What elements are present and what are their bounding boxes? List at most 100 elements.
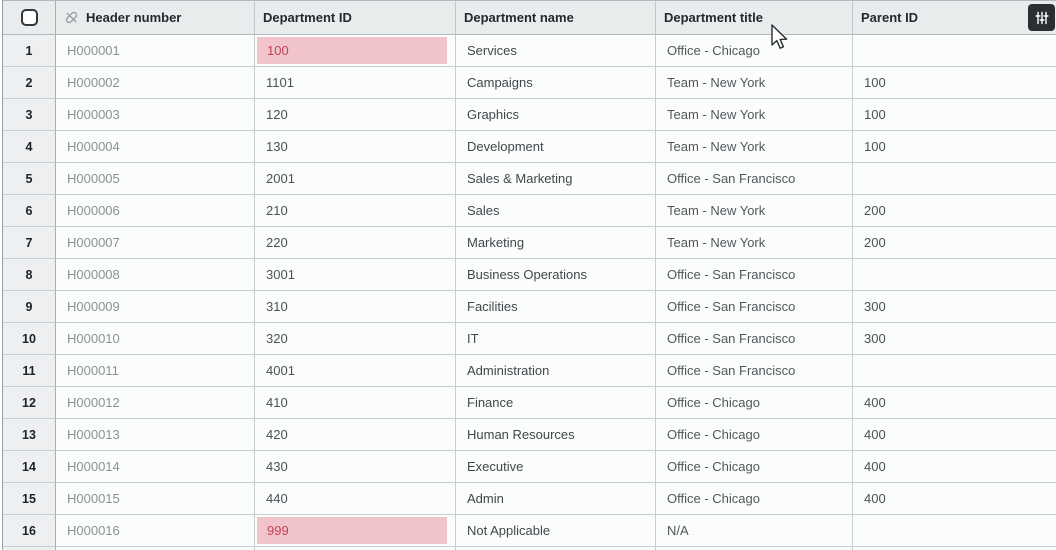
cell-header-number[interactable]: H000011 xyxy=(56,355,255,387)
cell-department-title[interactable]: Office - San Francisco xyxy=(656,355,853,387)
column-settings-button[interactable] xyxy=(1028,4,1055,31)
table-row: 15 H000015 440 Admin Office - Chicago 40… xyxy=(3,483,1056,515)
cell-department-title[interactable]: Office - Chicago xyxy=(656,35,853,67)
cell-department-name[interactable]: Business Operations xyxy=(456,259,656,291)
cell-department-name[interactable]: Graphics xyxy=(456,99,656,131)
cell-department-name[interactable]: Finance xyxy=(456,387,656,419)
cell-department-title[interactable]: Team - New York xyxy=(656,227,853,259)
cell-department-name[interactable]: Development xyxy=(456,131,656,163)
cell-header-number[interactable]: H000003 xyxy=(56,99,255,131)
cell-department-id[interactable]: 440 xyxy=(255,483,456,515)
cell-department-title[interactable]: Team - New York xyxy=(656,99,853,131)
cell-parent-id[interactable]: 100 xyxy=(853,67,1056,99)
cell-department-title[interactable]: Team - New York xyxy=(656,195,853,227)
cell-department-id[interactable]: 320 xyxy=(255,323,456,355)
cell-header-number[interactable]: H000005 xyxy=(56,163,255,195)
cell-department-title[interactable]: Office - Chicago xyxy=(656,451,853,483)
cell-department-title[interactable]: Team - New York xyxy=(656,67,853,99)
column-header-department-id[interactable]: Department ID xyxy=(255,1,456,34)
row-number: 5 xyxy=(3,163,56,195)
column-header-parent-id[interactable]: Parent ID xyxy=(853,1,1056,34)
column-header-header-number[interactable]: Header number xyxy=(56,1,255,34)
cell-parent-id[interactable] xyxy=(853,515,1056,547)
cell-department-title[interactable]: N/A xyxy=(656,515,853,547)
cell-department-name[interactable]: Marketing xyxy=(456,227,656,259)
cell-department-id[interactable]: 3001 xyxy=(255,259,456,291)
cell-department-name[interactable]: Executive xyxy=(456,451,656,483)
cell-header-number[interactable]: H000016 xyxy=(56,515,255,547)
cell-department-title[interactable]: Office - San Francisco xyxy=(656,259,853,291)
cell-header-number[interactable]: H000015 xyxy=(56,483,255,515)
cell-department-id[interactable]: 130 xyxy=(255,131,456,163)
cell-department-id[interactable]: 120 xyxy=(255,99,456,131)
cell-parent-id[interactable]: 100 xyxy=(853,99,1056,131)
cell-header-number[interactable]: H000013 xyxy=(56,419,255,451)
select-all-cell xyxy=(3,1,56,34)
cell-department-name[interactable]: Administration xyxy=(456,355,656,387)
cell-department-name[interactable]: Services xyxy=(456,35,656,67)
cell-department-title[interactable]: Office - Chicago xyxy=(656,387,853,419)
cell-header-number[interactable]: H000008 xyxy=(56,259,255,291)
cell-parent-id[interactable]: 400 xyxy=(853,483,1056,515)
cell-department-id[interactable]: 210 xyxy=(255,195,456,227)
cell-department-name[interactable]: Sales xyxy=(456,195,656,227)
cell-header-number[interactable]: H000006 xyxy=(56,195,255,227)
cell-parent-id[interactable]: 400 xyxy=(853,451,1056,483)
cell-department-id[interactable]: 100 xyxy=(255,35,456,67)
cell-header-number[interactable]: H000004 xyxy=(56,131,255,163)
cell-department-name[interactable]: Human Resources xyxy=(456,419,656,451)
cell-department-title[interactable]: Team - New York xyxy=(656,131,853,163)
cell-header-number[interactable]: H000010 xyxy=(56,323,255,355)
cell-parent-id[interactable]: 200 xyxy=(853,227,1056,259)
cell-header-number[interactable]: H000002 xyxy=(56,67,255,99)
cell-parent-id[interactable] xyxy=(853,163,1056,195)
cell-parent-id[interactable]: 400 xyxy=(853,419,1056,451)
cell-department-id[interactable]: 2001 xyxy=(255,163,456,195)
cell-department-name[interactable]: Facilities xyxy=(456,291,656,323)
select-all-checkbox[interactable] xyxy=(20,9,38,26)
cell-department-title[interactable]: Office - San Francisco xyxy=(656,323,853,355)
row-number: 11 xyxy=(3,355,56,387)
cell-parent-id[interactable]: 300 xyxy=(853,323,1056,355)
table-header-row: Header number Department ID Department n… xyxy=(3,0,1056,35)
cell-header-number[interactable]: H000007 xyxy=(56,227,255,259)
cell-parent-id[interactable] xyxy=(853,355,1056,387)
cell-department-id[interactable]: 430 xyxy=(255,451,456,483)
cell-header-number[interactable]: H000014 xyxy=(56,451,255,483)
cell-header-number[interactable]: H000012 xyxy=(56,387,255,419)
cell-department-name[interactable]: Not Applicable xyxy=(456,515,656,547)
row-number: 12 xyxy=(3,387,56,419)
cell-parent-id[interactable] xyxy=(853,259,1056,291)
cell-department-title[interactable]: Office - Chicago xyxy=(656,483,853,515)
sliders-icon xyxy=(1034,11,1049,25)
table-row: 9 H000009 310 Facilities Office - San Fr… xyxy=(3,291,1056,323)
column-header-department-title[interactable]: Department title xyxy=(656,1,853,34)
cell-department-id[interactable]: 1101 xyxy=(255,67,456,99)
row-number: 8 xyxy=(3,259,56,291)
cell-department-id[interactable]: 310 xyxy=(255,291,456,323)
cell-parent-id[interactable]: 100 xyxy=(853,131,1056,163)
cell-parent-id[interactable]: 400 xyxy=(853,387,1056,419)
cell-department-id[interactable]: 999 xyxy=(255,515,456,547)
cell-department-id[interactable]: 4001 xyxy=(255,355,456,387)
cell-department-id[interactable]: 410 xyxy=(255,387,456,419)
cell-parent-id[interactable]: 200 xyxy=(853,195,1056,227)
table-row: 11 H000011 4001 Administration Office - … xyxy=(3,355,1056,387)
cell-department-title[interactable]: Office - Chicago xyxy=(656,419,853,451)
cell-department-id[interactable]: 220 xyxy=(255,227,456,259)
row-number: 15 xyxy=(3,483,56,515)
cell-parent-id[interactable]: 300 xyxy=(853,291,1056,323)
cell-parent-id[interactable] xyxy=(853,35,1056,67)
cell-header-number[interactable]: H000001 xyxy=(56,35,255,67)
cell-department-name[interactable]: Sales & Marketing xyxy=(456,163,656,195)
cell-department-id[interactable]: 420 xyxy=(255,419,456,451)
column-header-department-name[interactable]: Department name xyxy=(456,1,656,34)
cell-department-name[interactable]: IT xyxy=(456,323,656,355)
table-body: 1 H000001 100 Services Office - Chicago … xyxy=(3,35,1056,547)
cell-department-name[interactable]: Campaigns xyxy=(456,67,656,99)
unlink-icon xyxy=(64,10,79,25)
cell-department-name[interactable]: Admin xyxy=(456,483,656,515)
cell-department-title[interactable]: Office - San Francisco xyxy=(656,291,853,323)
cell-header-number[interactable]: H000009 xyxy=(56,291,255,323)
cell-department-title[interactable]: Office - San Francisco xyxy=(656,163,853,195)
